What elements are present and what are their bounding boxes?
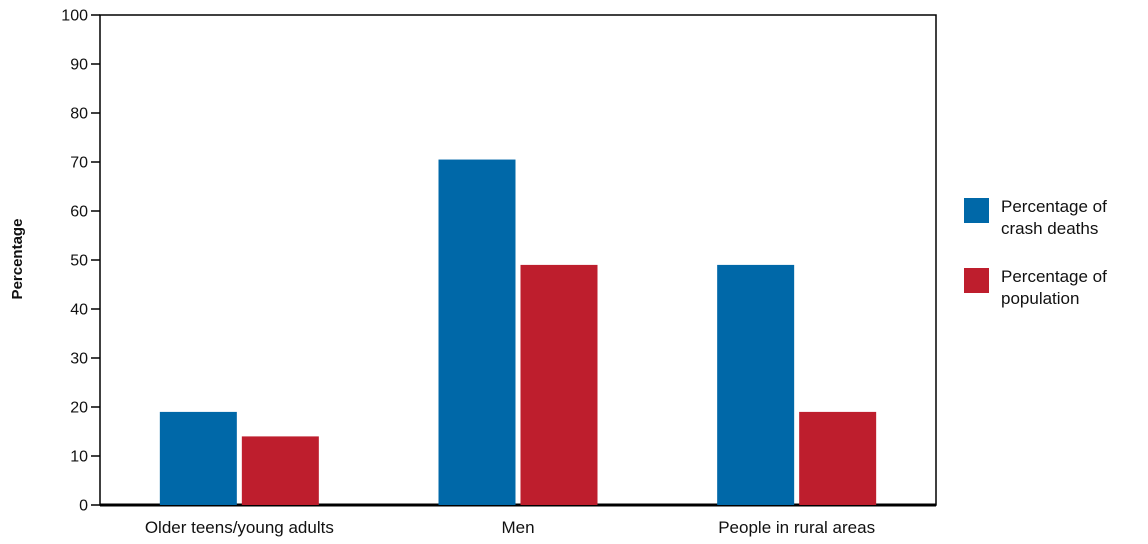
legend: Percentage of crash deaths Percentage of po… [964,197,1107,308]
x-category-label: People in rural areas [718,518,875,537]
bar-crash-deaths [438,159,516,506]
y-tick-label: 80 [70,106,88,123]
y-tick-label: 20 [70,400,88,417]
bar-crash-deaths [717,264,795,505]
y-tick-label: 90 [70,57,88,74]
x-category-label: Older teens/young adults [145,518,334,537]
x-axis-labels: Older teens/young adults Men People in rur… [145,518,875,537]
legend-swatch [964,268,989,293]
y-tick-label: 40 [70,302,88,319]
y-tick-label: 100 [61,8,88,25]
y-axis-ticks: 0 10 20 30 40 50 60 70 80 90 100 [61,8,100,515]
bars [159,159,877,506]
y-tick-label: 60 [70,204,88,221]
legend-label: Percentage of [1001,197,1107,216]
x-category-label: Men [501,518,534,537]
y-tick-label: 50 [70,253,88,270]
bar-population [799,411,877,505]
bar-population [241,436,319,505]
y-tick-label: 0 [79,498,88,515]
bar-crash-deaths [159,411,237,505]
y-tick-label: 10 [70,449,88,466]
legend-label: Percentage of [1001,267,1107,286]
legend-label: population [1001,289,1079,308]
bar-population [520,264,598,505]
y-tick-label: 70 [70,155,88,172]
y-tick-label: 30 [70,351,88,368]
y-axis-label: Percentage [9,219,26,300]
legend-swatch [964,198,989,223]
legend-label: crash deaths [1001,219,1098,238]
